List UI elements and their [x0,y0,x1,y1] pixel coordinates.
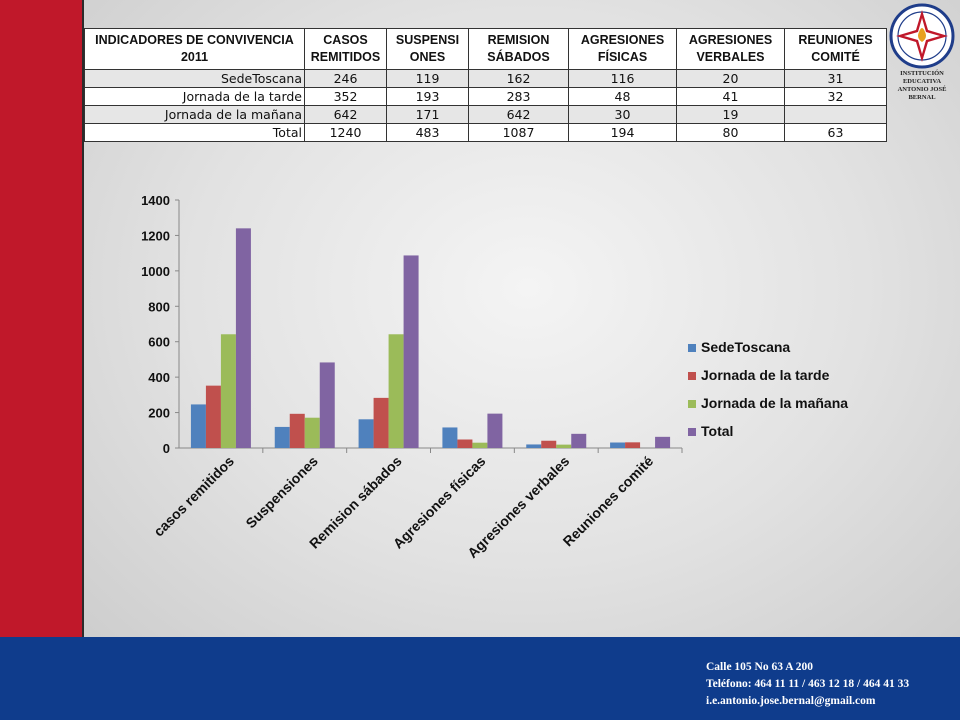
table-cell: 352 [304,87,387,106]
bar-1-2 [373,397,389,448]
table-header-row: INDICADORES DE CONVIVENCIA 2011 CASOS RE… [84,28,887,70]
table-cell: SedeToscana [84,69,305,88]
legend-label: Jornada de la mañana [701,395,848,411]
bar-chart: 0 200 400 600 800 1000 1200 1400 casos remitidos… [141,193,848,561]
table-cell: 119 [386,69,469,88]
bar-3-2 [403,255,419,448]
logo-line-1: INSTITUCIÓN EDUCATIVA [900,70,944,85]
table-row: Jornada de la mañana 642 171 642 30 19 [84,105,887,124]
table-cell: 20 [676,69,785,88]
x-category-label: Agresiones físicas [390,453,489,552]
bar-1-1 [289,413,305,448]
table-header: REUNIONES COMITÉ [784,28,887,70]
bar-2-3 [472,442,488,448]
y-tick-label: 800 [148,299,170,314]
legend-label: SedeToscana [701,339,790,355]
table-cell: 63 [784,123,887,142]
table-cell: 642 [304,105,387,124]
bar-0-5 [610,442,626,448]
y-tick-label: 400 [148,370,170,385]
bar-3-4 [571,433,587,448]
legend-label: Total [701,423,733,439]
table-cell: 483 [386,123,469,142]
bar-0-0 [190,404,206,448]
table-cell: 162 [468,69,569,88]
table-cell: 171 [386,105,469,124]
x-category-label: Remision sábados [306,453,405,552]
bar-3-3 [487,413,503,448]
table-header: AGRESIONES FÍSICAS [568,28,677,70]
bar-2-0 [220,334,236,448]
table-header: REMISION SÁBADOS [468,28,569,70]
table-cell: 48 [568,87,677,106]
y-tick-label: 0 [163,441,170,456]
table-header: SUSPENSI ONES [386,28,469,70]
bar-0-1 [274,426,290,448]
indicators-table: INDICADORES DE CONVIVENCIA 2011 CASOS RE… [84,28,887,142]
y-tick-label: 1000 [141,264,170,279]
table-cell: 31 [784,69,887,88]
table-cell: 193 [386,87,469,106]
table-row: SedeToscana 246 119 162 116 20 31 [84,69,887,88]
y-tick-label: 600 [148,335,170,350]
legend-swatch [688,372,696,380]
x-category-label: casos remitidos [150,453,237,540]
table-cell: 283 [468,87,569,106]
table-cell: 19 [676,105,785,124]
table-cell: 246 [304,69,387,88]
bar-2-4 [556,444,572,448]
y-tick-label: 1400 [141,193,170,208]
bar-0-3 [442,427,458,448]
table-cell: 41 [676,87,785,106]
x-category-label: Reuniones comité [560,453,657,550]
bar-0-4 [526,444,542,448]
logo-line-2: ANTONIO JOSÉ BERNAL [897,86,947,101]
bar-1-5 [625,442,641,448]
table-row: Total 1240 483 1087 194 80 63 [84,123,887,142]
bar-3-1 [319,362,335,448]
footer-email: i.e.antonio.jose.bernal@gmail.com [706,695,876,707]
bar-1-3 [457,439,473,448]
legend-label: Jornada de la tarde [701,367,830,383]
left-red-bar [0,0,84,637]
bar-0-2 [358,419,374,448]
footer-contact: Calle 105 No 63 A 200 Teléfono: 464 11 1… [706,659,909,710]
bar-2-2 [388,334,404,448]
legend-swatch [688,344,696,352]
y-tick-label: 1200 [141,228,170,243]
table-header: AGRESIONES VERBALES [676,28,785,70]
bar-1-4 [541,440,557,448]
footer-phone: Teléfono: 464 11 11 / 463 12 18 / 464 41… [706,678,910,690]
table-header: INDICADORES DE CONVIVENCIA 2011 [84,28,305,70]
table-cell: 1087 [468,123,569,142]
bar-3-0 [235,228,251,448]
bar-3-5 [655,436,671,448]
footer-address: Calle 105 No 63 A 200 [706,661,814,673]
table-cell: Jornada de la mañana [84,105,305,124]
table-cell [784,105,887,124]
table-cell: 642 [468,105,569,124]
bar-1-0 [205,385,221,448]
x-category-label: Suspensiones [242,453,321,532]
table-cell: 116 [568,69,677,88]
y-tick-label: 200 [148,406,170,421]
legend-swatch [688,428,696,436]
table-header: CASOS REMITIDOS [304,28,387,70]
table-cell: 30 [568,105,677,124]
logo-caption: INSTITUCIÓN EDUCATIVA ANTONIO JOSÉ BERNA… [884,70,960,102]
table-cell: 80 [676,123,785,142]
legend-swatch [688,400,696,408]
table-cell: 194 [568,123,677,142]
footer-band [0,637,960,720]
bar-2-1 [304,417,320,448]
table-cell: Jornada de la tarde [84,87,305,106]
table-row: Jornada de la tarde 352 193 283 48 41 32 [84,87,887,106]
table-cell: 32 [784,87,887,106]
table-cell: 1240 [304,123,387,142]
school-logo [889,3,955,69]
table-cell: Total [84,123,305,142]
